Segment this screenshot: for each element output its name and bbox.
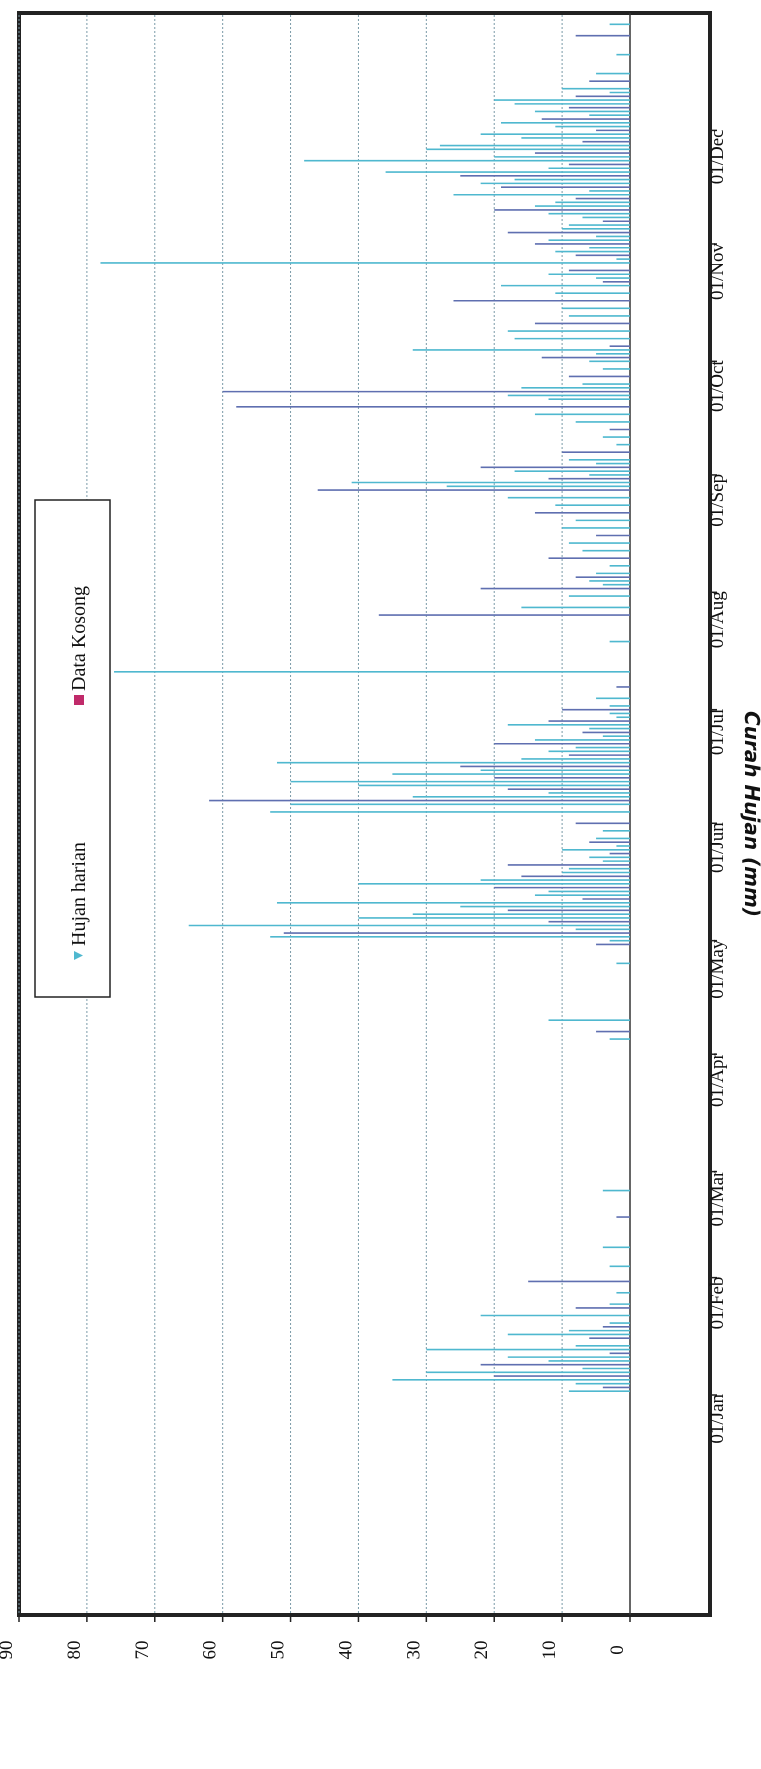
date-tick-label: 01/Nov bbox=[707, 242, 728, 300]
legend-box bbox=[34, 499, 111, 998]
value-tick-label: 10 bbox=[539, 1641, 560, 1660]
value-tick-label: 50 bbox=[268, 1641, 289, 1660]
date-tick-label: 01/Oct bbox=[707, 360, 728, 412]
y-axis-label: Curah Hujan (mm) bbox=[740, 711, 761, 917]
date-tick-label: 01/Jul bbox=[707, 709, 728, 755]
value-tick-label: 80 bbox=[64, 1641, 85, 1660]
gridlines bbox=[18, 13, 631, 1622]
value-tick-label: 0 bbox=[607, 1645, 628, 1655]
value-tick-label: 30 bbox=[403, 1641, 424, 1660]
value-axis-ticks: 0 10 20 30 40 50 60 70 80 90 bbox=[0, 1641, 628, 1660]
legend-marker-data-kosong bbox=[74, 695, 84, 705]
legend-label-data-kosong: Data Kosong bbox=[68, 586, 90, 691]
date-tick-label: 01/Feb bbox=[707, 1277, 728, 1330]
value-tick-label: 20 bbox=[471, 1641, 492, 1660]
value-tick-label: 90 bbox=[0, 1641, 17, 1660]
value-tick-label: 40 bbox=[335, 1641, 356, 1660]
date-tick-label: 01/Jan bbox=[707, 1394, 728, 1444]
date-tick-label: 01/May bbox=[707, 939, 728, 999]
date-tick-label: 01/Mar bbox=[707, 1170, 728, 1227]
bars-group bbox=[100, 23, 630, 1393]
value-tick-label: 60 bbox=[200, 1641, 221, 1660]
date-tick-label: 01/Dec bbox=[707, 129, 728, 184]
legend-marker-hujan-harian bbox=[74, 951, 83, 960]
date-tick-label: 01/Sep bbox=[707, 474, 728, 527]
date-tick-label: 01/Aug bbox=[707, 591, 728, 649]
plot-area bbox=[17, 11, 712, 1617]
date-axis-ticks: 01/Jan 01/Feb 01/Mar 01/Apr 01/May 01/Jun 01/J… bbox=[707, 129, 728, 1443]
date-tick-label: 01/Jun bbox=[707, 822, 728, 873]
date-tick-label: 01/Apr bbox=[707, 1053, 728, 1108]
legend-label-hujan-harian: Hujan harian bbox=[68, 842, 90, 946]
legend: Hujan harian Data Kosong bbox=[34, 499, 111, 998]
value-tick-label: 70 bbox=[132, 1641, 153, 1660]
